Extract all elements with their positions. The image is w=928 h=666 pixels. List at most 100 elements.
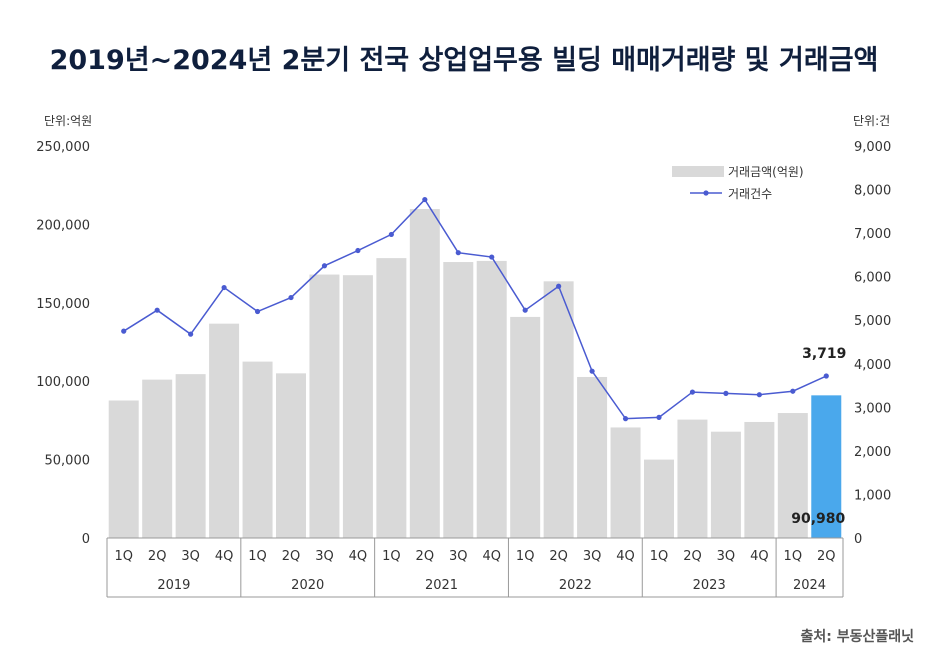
x-axis-quarter-label: 1Q <box>516 549 535 564</box>
bar <box>309 274 340 538</box>
right-axis-tick-label: 9,000 <box>854 140 891 155</box>
right-axis-tick-label: 1,000 <box>854 488 891 503</box>
x-axis-year-label: 2024 <box>793 578 826 593</box>
right-axis-tick-label: 4,000 <box>854 358 891 373</box>
x-axis-quarter-label: 2Q <box>416 549 435 564</box>
bar <box>610 427 641 538</box>
x-axis-quarter-label: 1Q <box>784 549 803 564</box>
right-axis-tick-label: 7,000 <box>854 227 891 242</box>
bar <box>342 275 373 538</box>
line-point <box>321 263 328 269</box>
x-axis-quarter-label: 2Q <box>817 549 836 564</box>
right-axis-tick-label: 3,000 <box>854 401 891 416</box>
left-axis-unit: 단위:억원 <box>44 114 93 128</box>
line-point <box>455 250 461 256</box>
x-axis-quarter-label: 2Q <box>282 549 301 564</box>
x-axis-quarter-label: 4Q <box>215 549 234 564</box>
x-axis-quarter-label: 3Q <box>717 549 736 564</box>
right-axis-tick-label: 2,000 <box>854 445 891 460</box>
line-point <box>622 416 629 422</box>
line-point <box>422 196 428 203</box>
x-axis-quarter-label: 2Q <box>549 549 568 564</box>
bar-data-label: 90,980 <box>791 511 845 527</box>
x-axis-quarter-label: 2Q <box>148 549 167 564</box>
x-axis-year-label: 2021 <box>425 578 458 593</box>
x-axis-quarter-label: 1Q <box>382 549 401 564</box>
x-axis-quarter-label: 3Q <box>181 549 200 564</box>
line-point <box>154 307 160 313</box>
x-axis-quarter-label: 4Q <box>482 549 501 564</box>
bar <box>209 323 240 538</box>
bar <box>777 413 808 538</box>
right-axis-unit: 단위:건 <box>853 114 891 128</box>
bar <box>644 459 674 538</box>
x-axis-quarter-label: 3Q <box>583 549 602 564</box>
right-axis-tick-label: 5,000 <box>854 314 891 329</box>
bar <box>677 419 708 538</box>
line-point <box>489 254 495 260</box>
line-data-label: 3,719 <box>802 346 846 362</box>
line-point <box>254 308 261 315</box>
source-note: 출처: 부동산플래닛 <box>800 629 914 645</box>
bar <box>710 431 741 538</box>
bar <box>577 376 608 538</box>
line-point <box>689 389 696 395</box>
x-axis-quarter-label: 4Q <box>349 549 368 564</box>
line-point <box>121 328 127 334</box>
line-series-count <box>123 198 827 420</box>
bar <box>811 395 842 538</box>
x-axis-quarter-label: 4Q <box>616 549 635 564</box>
right-axis-tick-label: 6,000 <box>854 271 891 286</box>
line-point <box>723 390 729 396</box>
line-point <box>790 388 796 394</box>
bar <box>409 209 440 538</box>
line-point <box>522 307 528 313</box>
legend-line-marker <box>703 190 709 196</box>
bar <box>476 260 507 538</box>
line-point <box>823 373 829 379</box>
bar <box>175 374 206 538</box>
left-axis-tick-label: 200,000 <box>36 218 90 233</box>
right-axis-tick-label: 8,000 <box>854 184 891 199</box>
left-axis-tick-label: 0 <box>82 532 90 547</box>
line-point <box>656 414 662 420</box>
x-axis-year-label: 2022 <box>559 578 592 593</box>
line-point <box>556 283 562 289</box>
legend-line-label: 거래건수 <box>728 187 772 201</box>
bar <box>376 258 407 538</box>
x-axis-quarter-label: 1Q <box>650 549 669 564</box>
bar <box>276 373 306 538</box>
x-axis-year-label: 2020 <box>291 578 324 593</box>
chart-title: 2019년~2024년 2분기 전국 상업업무용 빌딩 매매거래량 및 거래금액 <box>49 45 879 76</box>
bar <box>108 400 139 538</box>
x-axis-quarter-label: 1Q <box>248 549 267 564</box>
bar <box>142 379 173 538</box>
line-point <box>388 231 394 238</box>
right-axis-tick-label: 0 <box>854 532 862 547</box>
line-point <box>589 368 595 374</box>
x-axis-quarter-label: 3Q <box>315 549 334 564</box>
x-axis-year-label: 2023 <box>693 578 726 593</box>
left-axis-tick-label: 50,000 <box>45 454 91 469</box>
line-point <box>756 392 762 398</box>
line-point <box>188 331 194 337</box>
bar <box>543 281 574 538</box>
left-axis-tick-label: 150,000 <box>36 297 90 312</box>
left-axis-tick-label: 250,000 <box>36 140 90 155</box>
line-point <box>355 247 361 254</box>
x-axis-quarter-label: 1Q <box>114 549 133 564</box>
bar <box>443 262 474 538</box>
x-axis-quarter-label: 3Q <box>449 549 468 564</box>
legend-bar-swatch <box>672 166 724 177</box>
line-point <box>221 284 227 291</box>
bar <box>510 316 541 538</box>
legend-bar-label: 거래금액(억원) <box>728 165 804 179</box>
bar <box>744 421 775 538</box>
x-axis-quarter-label: 2Q <box>683 549 702 564</box>
line-point <box>288 294 294 301</box>
x-axis-quarter-label: 4Q <box>750 549 769 564</box>
bar <box>242 361 273 538</box>
left-axis-tick-label: 100,000 <box>36 375 90 390</box>
x-axis-year-label: 2019 <box>157 578 190 593</box>
